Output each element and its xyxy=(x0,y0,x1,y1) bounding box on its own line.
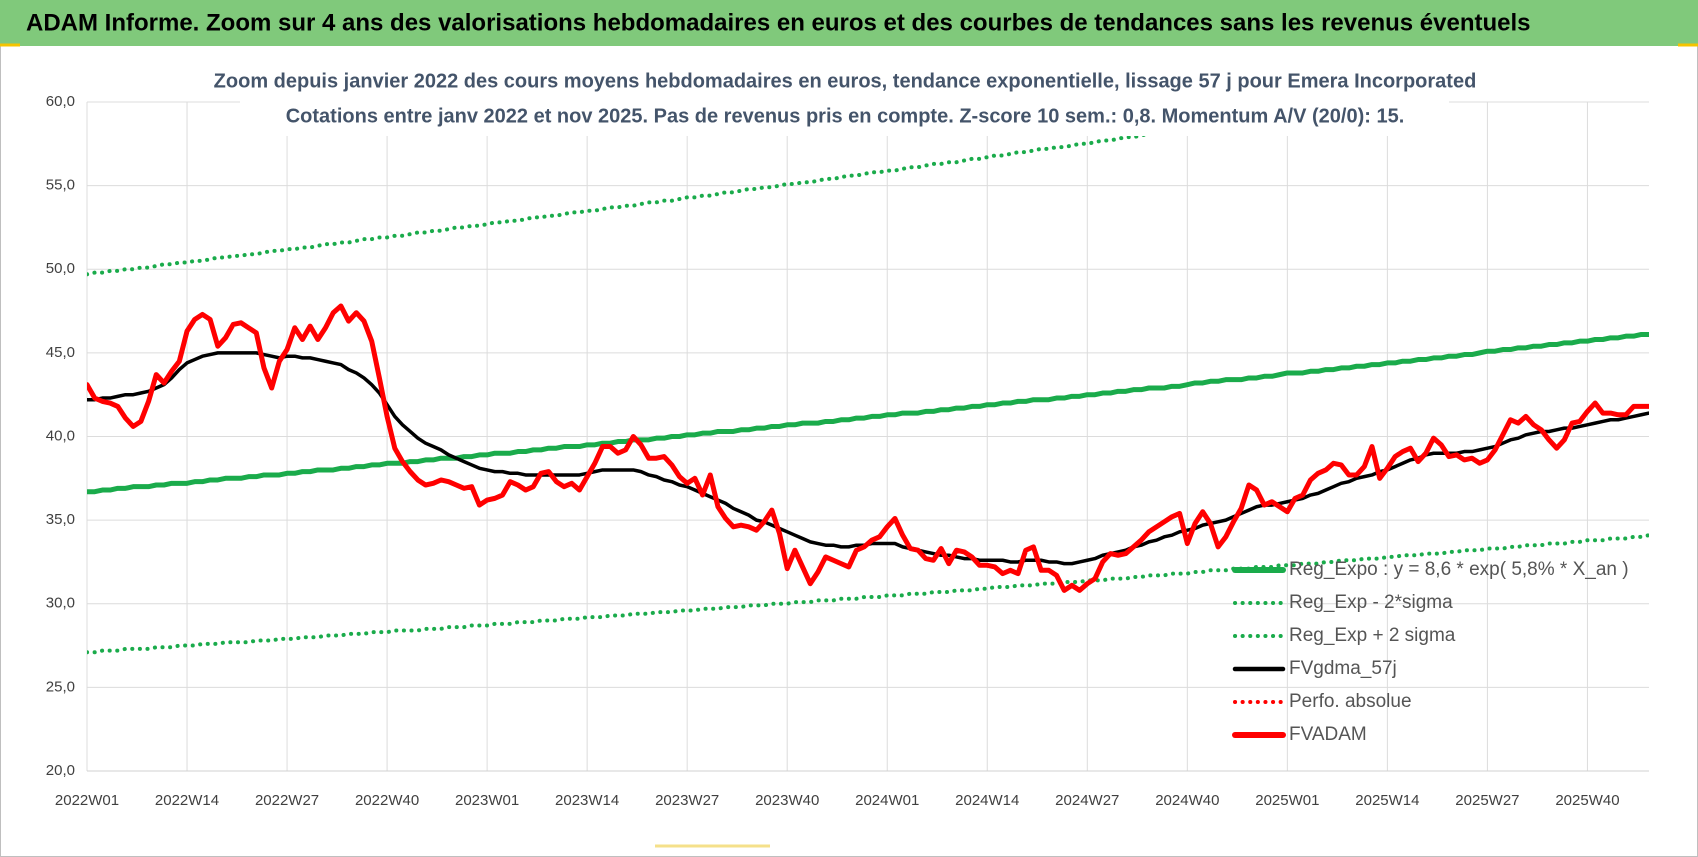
legend: Reg_Expo : y = 8,6 * exp( 5,8% * X_an ) R… xyxy=(1232,559,1629,745)
subtitle-background xyxy=(240,66,1449,136)
x-tick-label: 2024W40 xyxy=(1155,792,1219,809)
legend-label: Reg_Expo : y = 8,6 * exp( 5,8% * X_an ) xyxy=(1289,559,1629,580)
y-tick-label: 55,0 xyxy=(46,177,75,194)
header-title: ADAM Informe. Zoom sur 4 ans des valoris… xyxy=(26,9,1531,36)
x-tick-label: 2023W27 xyxy=(655,792,719,809)
y-tick-label: 60,0 xyxy=(46,93,75,110)
x-tick-label: 2024W01 xyxy=(855,792,919,809)
x-tick-label: 2022W01 xyxy=(55,792,119,809)
subtitle-box: Zoom depuis janvier 2022 des cours moyen… xyxy=(214,66,1477,136)
legend-label: Reg_Exp - 2*sigma xyxy=(1289,592,1453,613)
y-tick-label: 35,0 xyxy=(46,511,75,528)
x-tick-label: 2025W14 xyxy=(1355,792,1419,809)
subtitle-line: Zoom depuis janvier 2022 des cours moyen… xyxy=(214,70,1477,92)
x-tick-label: 2024W27 xyxy=(1055,792,1119,809)
plot-area xyxy=(87,102,1649,655)
x-tick-label: 2025W27 xyxy=(1455,792,1519,809)
legend-label: Perfo. absolue xyxy=(1289,691,1412,712)
y-tick-label: 20,0 xyxy=(46,762,75,779)
legend-label: FVgdma_57j xyxy=(1289,658,1397,679)
x-tick-label: 2022W27 xyxy=(255,792,319,809)
x-tick-label: 2022W14 xyxy=(155,792,219,809)
x-tick-label: 2023W14 xyxy=(555,792,619,809)
series-line xyxy=(87,102,1390,277)
legend-label: FVADAM xyxy=(1289,724,1367,745)
axes: 20,0 25,0 30,0 35,0 40,0 45,0 50,0 55,0 60,0 2022… xyxy=(46,93,1649,809)
header-bar xyxy=(0,0,1698,46)
y-tick-label: 50,0 xyxy=(46,260,75,277)
x-tick-label: 2024W14 xyxy=(955,792,1019,809)
x-tick-label: 2025W40 xyxy=(1555,792,1619,809)
legend-label: Reg_Exp + 2 sigma xyxy=(1289,625,1456,646)
x-tick-label: 2023W40 xyxy=(755,792,819,809)
series-line xyxy=(87,331,1649,495)
series-line xyxy=(87,303,1649,593)
x-tick-label: 2023W01 xyxy=(455,792,519,809)
y-tick-label: 45,0 xyxy=(46,344,75,361)
x-tick-label: 2025W01 xyxy=(1255,792,1319,809)
y-tick-label: 30,0 xyxy=(46,595,75,612)
y-tick-label: 25,0 xyxy=(46,678,75,695)
subtitle-line: Cotations entre janv 2022 et nov 2025. P… xyxy=(286,105,1405,127)
x-tick-label: 2022W40 xyxy=(355,792,419,809)
y-tick-label: 40,0 xyxy=(46,427,75,444)
